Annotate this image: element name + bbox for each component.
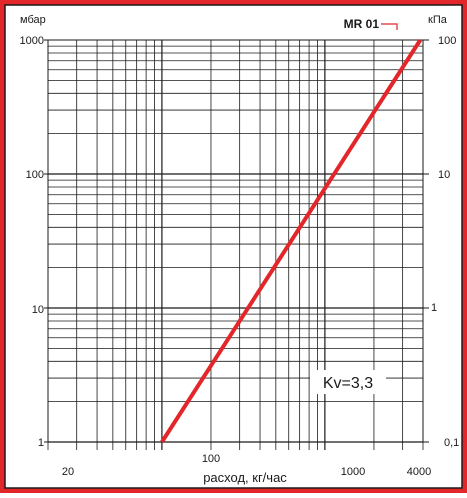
series-label-mr01: MR 01: [344, 17, 380, 31]
y2-tick-label: 100: [438, 35, 456, 47]
y-axis-label-mbar: мбар: [20, 14, 46, 26]
plot-area-border: [47, 39, 424, 443]
frame-accent-top: [0, 0, 467, 5]
y-tick-label: 1000: [20, 35, 44, 47]
series-line-mr01: [160, 38, 422, 444]
frame-accent-left: [0, 0, 5, 493]
y-tick-label: 1: [38, 437, 44, 449]
kv-annotation: Kv=3,3: [323, 375, 373, 392]
y-tick-label: 10: [32, 304, 44, 316]
y2-tick-label: 1: [431, 302, 437, 314]
kv-annotation-box: [310, 370, 386, 394]
y-tick-label: 100: [26, 169, 44, 181]
vertical-gridlines: [47, 40, 424, 450]
y2-axis-label-kpa: кПа: [428, 14, 448, 26]
x-tick-label: 20: [62, 466, 74, 478]
y2-tick-label: 0,1: [444, 437, 459, 449]
x-axis-label: расход, кг/час: [203, 470, 287, 485]
x-tick-label: 100: [202, 453, 220, 465]
frame-accent-right: [462, 0, 467, 493]
horizontal-gridlines: [44, 39, 429, 443]
series-label-leader: [381, 23, 398, 30]
x-tick-label: 1000: [341, 466, 365, 478]
y2-tick-label: 10: [438, 169, 450, 181]
frame-border: [4, 4, 463, 489]
x-tick-label: 4000: [407, 466, 431, 478]
frame-accent-bottom: [0, 488, 467, 493]
